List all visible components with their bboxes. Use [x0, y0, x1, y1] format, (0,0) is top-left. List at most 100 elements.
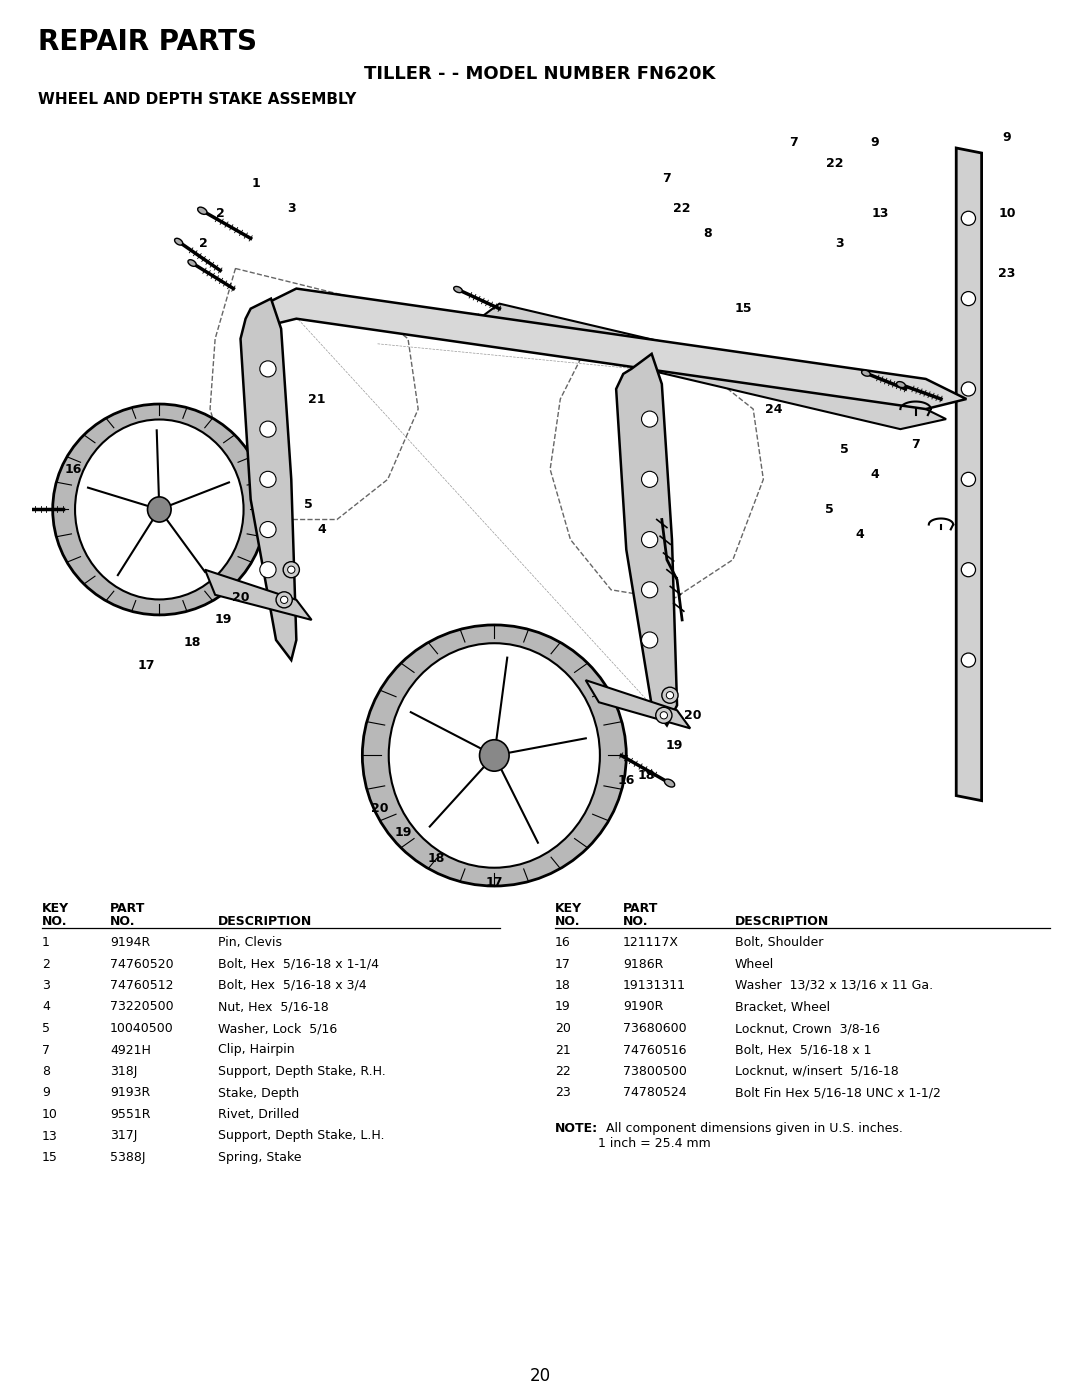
Circle shape [642, 411, 658, 427]
Text: 19: 19 [215, 613, 232, 626]
Text: 317J: 317J [110, 1130, 137, 1143]
Circle shape [961, 211, 975, 225]
Text: 13: 13 [872, 207, 889, 219]
Text: Support, Depth Stake, R.H.: Support, Depth Stake, R.H. [218, 1065, 386, 1078]
Polygon shape [585, 680, 690, 728]
Circle shape [961, 381, 975, 395]
Text: 10040500: 10040500 [110, 1023, 174, 1035]
Text: 4: 4 [42, 1000, 50, 1013]
Text: 8: 8 [42, 1065, 50, 1078]
Text: 1 inch = 25.4 mm: 1 inch = 25.4 mm [598, 1137, 711, 1150]
Text: Bolt Fin Hex 5/16-18 UNC x 1-1/2: Bolt Fin Hex 5/16-18 UNC x 1-1/2 [735, 1087, 941, 1099]
Text: 18: 18 [184, 636, 201, 648]
Text: 9: 9 [42, 1087, 50, 1099]
Text: 18: 18 [555, 979, 571, 992]
Circle shape [260, 420, 276, 437]
Text: 10: 10 [998, 207, 1016, 219]
Text: 13: 13 [42, 1130, 57, 1143]
Text: 5: 5 [825, 503, 834, 515]
Text: Bolt, Shoulder: Bolt, Shoulder [735, 936, 823, 949]
Text: 4: 4 [870, 468, 879, 481]
Text: 23: 23 [555, 1087, 570, 1099]
Circle shape [961, 652, 975, 668]
Text: 20: 20 [370, 802, 389, 816]
Text: PART: PART [623, 902, 659, 915]
Ellipse shape [198, 207, 207, 214]
Text: 1: 1 [252, 176, 260, 190]
Circle shape [666, 692, 674, 698]
Ellipse shape [896, 381, 905, 387]
Text: 74760520: 74760520 [110, 957, 174, 971]
Text: 20: 20 [684, 708, 701, 722]
Text: 3: 3 [42, 979, 50, 992]
Polygon shape [241, 299, 296, 661]
Text: 74760512: 74760512 [110, 979, 174, 992]
Text: TILLER - - MODEL NUMBER FN620K: TILLER - - MODEL NUMBER FN620K [364, 66, 716, 82]
Text: Stake, Depth: Stake, Depth [218, 1087, 299, 1099]
Circle shape [961, 292, 975, 306]
Ellipse shape [664, 780, 675, 787]
Text: 2: 2 [42, 957, 50, 971]
Text: 1: 1 [42, 936, 50, 949]
Text: 7: 7 [662, 172, 672, 184]
Text: All component dimensions given in U.S. inches.: All component dimensions given in U.S. i… [598, 1122, 903, 1134]
Circle shape [287, 566, 295, 573]
Text: Bolt, Hex  5/16-18 x 1-1/4: Bolt, Hex 5/16-18 x 1-1/4 [218, 957, 379, 971]
Text: DESCRIPTION: DESCRIPTION [218, 915, 312, 928]
Text: NO.: NO. [42, 915, 67, 928]
Text: Bracket, Wheel: Bracket, Wheel [735, 1000, 831, 1013]
Text: PART: PART [110, 902, 146, 915]
Ellipse shape [454, 286, 462, 292]
Text: 8: 8 [703, 226, 712, 240]
Circle shape [660, 711, 667, 719]
Text: WHEEL AND DEPTH STAKE ASSEMBLY: WHEEL AND DEPTH STAKE ASSEMBLY [38, 92, 356, 108]
Ellipse shape [188, 260, 197, 267]
Polygon shape [956, 148, 982, 800]
Text: 15: 15 [734, 302, 752, 316]
Polygon shape [205, 570, 311, 620]
Ellipse shape [53, 404, 266, 615]
Text: 73800500: 73800500 [623, 1065, 687, 1078]
Ellipse shape [362, 624, 626, 886]
Text: 9551R: 9551R [110, 1108, 150, 1120]
Text: NO.: NO. [555, 915, 581, 928]
Circle shape [642, 631, 658, 648]
Text: 4: 4 [318, 522, 326, 536]
Circle shape [260, 360, 276, 377]
Text: NO.: NO. [110, 915, 135, 928]
Text: 4: 4 [855, 528, 864, 541]
Ellipse shape [75, 419, 244, 599]
Text: Locknut, w/insert  5/16-18: Locknut, w/insert 5/16-18 [735, 1065, 899, 1078]
Text: NO.: NO. [623, 915, 648, 928]
Text: KEY: KEY [42, 902, 69, 915]
Text: Washer  13/32 x 13/16 x 11 Ga.: Washer 13/32 x 13/16 x 11 Ga. [735, 979, 933, 992]
Circle shape [276, 592, 293, 608]
Circle shape [260, 562, 276, 578]
Text: 3: 3 [835, 237, 843, 250]
Text: 73220500: 73220500 [110, 1000, 174, 1013]
Polygon shape [616, 353, 677, 725]
Text: 9190R: 9190R [623, 1000, 663, 1013]
Text: 318J: 318J [110, 1065, 137, 1078]
Text: Locknut, Crown  3/8-16: Locknut, Crown 3/8-16 [735, 1023, 880, 1035]
Ellipse shape [175, 239, 183, 244]
Circle shape [961, 563, 975, 577]
Text: 19: 19 [665, 739, 683, 752]
Text: 3: 3 [287, 201, 296, 215]
Circle shape [281, 597, 288, 604]
Text: 74780524: 74780524 [623, 1087, 687, 1099]
Text: KEY: KEY [555, 902, 582, 915]
Text: Spring, Stake: Spring, Stake [218, 1151, 301, 1164]
Text: Wheel: Wheel [735, 957, 774, 971]
Ellipse shape [480, 740, 509, 771]
Text: 5: 5 [42, 1023, 50, 1035]
Text: Nut, Hex  5/16-18: Nut, Hex 5/16-18 [218, 1000, 328, 1013]
Polygon shape [256, 289, 967, 409]
Text: 24: 24 [765, 402, 782, 415]
Text: 5: 5 [840, 443, 849, 455]
Text: NOTE:: NOTE: [555, 1122, 598, 1134]
Text: 20: 20 [232, 591, 249, 605]
Text: 18: 18 [428, 852, 445, 865]
Text: 22: 22 [673, 201, 691, 215]
Circle shape [662, 687, 678, 703]
